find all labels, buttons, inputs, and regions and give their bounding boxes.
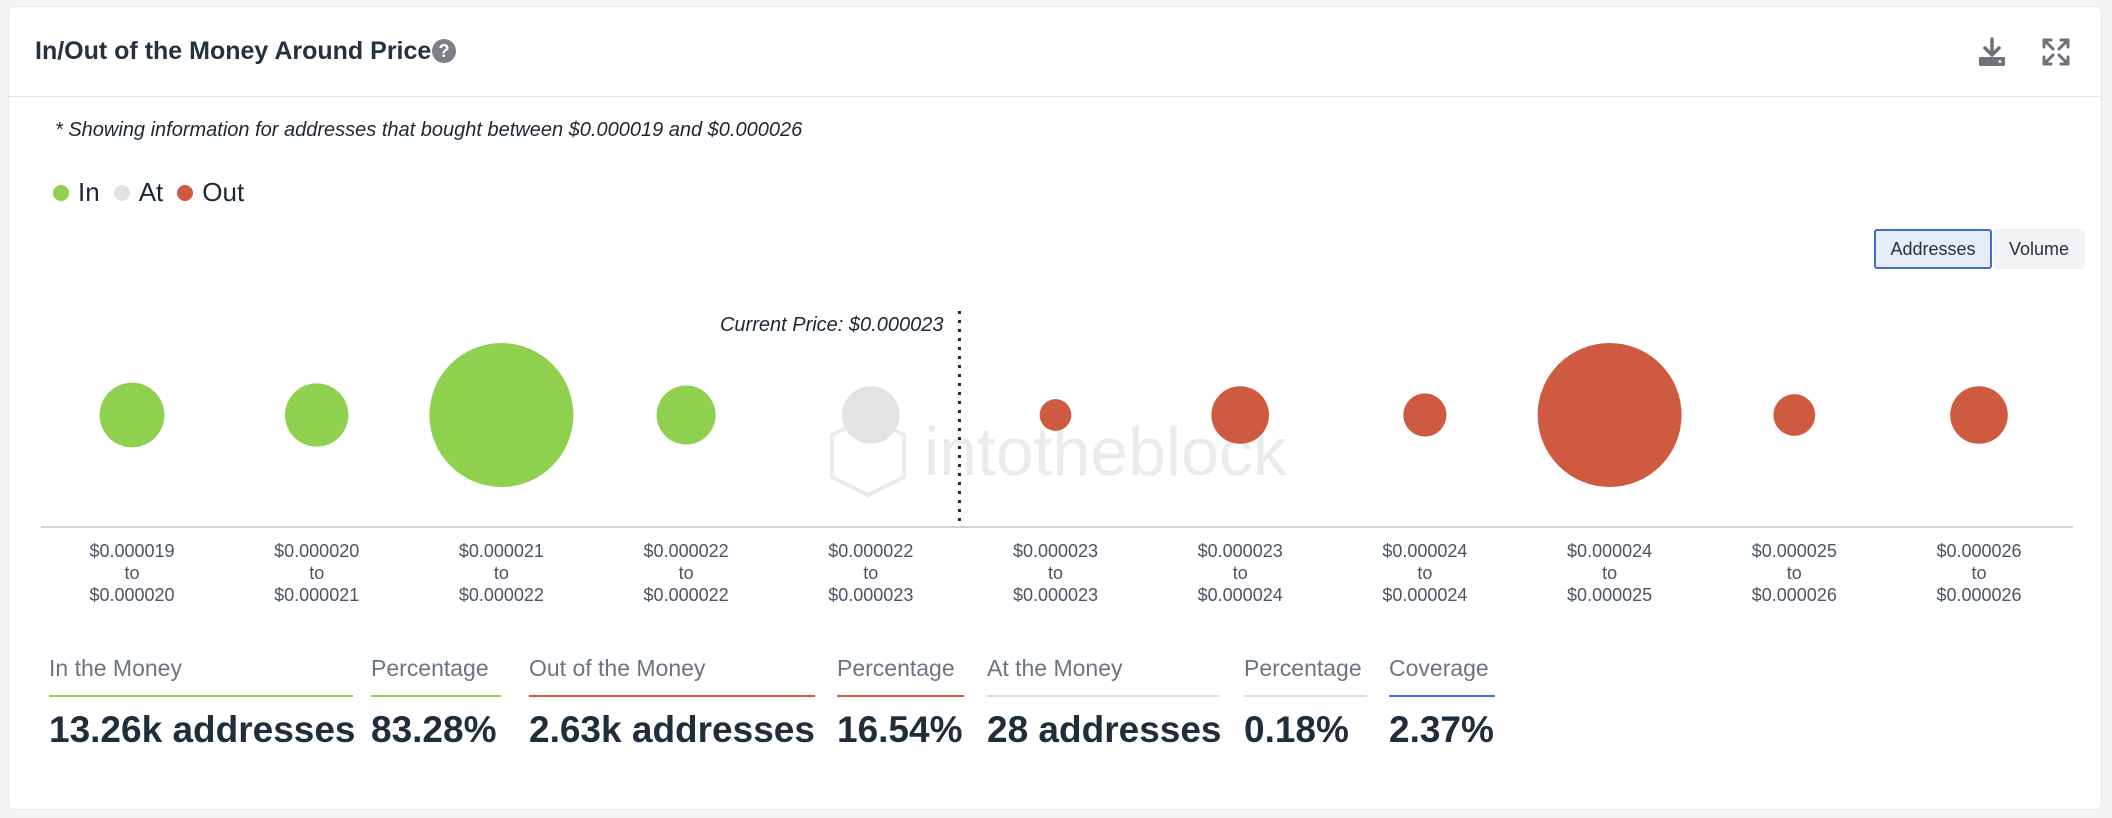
stat-value: 0.18% bbox=[1244, 709, 1349, 750]
legend-dot-out bbox=[177, 184, 194, 201]
bubble-out bbox=[1537, 343, 1682, 487]
stat-at-the-money: At the Money 28 addresses bbox=[987, 655, 1222, 751]
stat-underline bbox=[987, 695, 1219, 697]
stat-in-the-money: In the Money 13.26k addresses bbox=[49, 655, 356, 751]
stat-value: 13.26k addresses bbox=[49, 709, 356, 750]
bubble-out bbox=[1039, 399, 1072, 431]
stat-value: 28 addresses bbox=[987, 709, 1222, 750]
x-tick-label: $0.000024 bbox=[1382, 585, 1467, 605]
bubble-out bbox=[1950, 386, 2008, 444]
x-tick-label: $0.000025 bbox=[1752, 541, 1837, 561]
legend-dot-in bbox=[53, 184, 69, 201]
x-tick-label: to bbox=[1787, 563, 1802, 583]
legend-dot-at bbox=[113, 184, 130, 201]
bubble-in bbox=[285, 383, 349, 447]
x-tick-label: $0.000023 bbox=[828, 585, 913, 605]
legend-item-at[interactable]: At bbox=[113, 177, 164, 208]
x-tick-label: $0.000019 bbox=[89, 541, 174, 561]
download-icon[interactable] bbox=[1975, 35, 2009, 69]
bubble-at bbox=[842, 386, 900, 444]
x-tick-label: to bbox=[1971, 563, 1986, 583]
stat-at-percentage: Percentage 0.18% bbox=[1244, 655, 1367, 751]
x-tick-label: $0.000022 bbox=[459, 585, 544, 605]
x-tick-label: to bbox=[494, 563, 509, 583]
bubble-in bbox=[656, 385, 716, 445]
stat-underline bbox=[1389, 695, 1495, 697]
stat-label: Percentage bbox=[1244, 655, 1362, 681]
stat-label: At the Money bbox=[987, 655, 1123, 681]
chart-card: In/Out of the Money Around Price ? * Sho… bbox=[8, 6, 2102, 810]
stat-label: Percentage bbox=[837, 655, 955, 681]
stat-underline bbox=[49, 695, 353, 697]
bubble-out bbox=[1403, 393, 1447, 437]
legend-label-at: At bbox=[138, 177, 164, 207]
x-tick-label: $0.000023 bbox=[1013, 585, 1098, 605]
stat-underline bbox=[371, 695, 501, 697]
volume-toggle-button[interactable]: Volume bbox=[1994, 229, 2084, 269]
legend-item-out[interactable]: Out bbox=[177, 177, 244, 208]
stat-in-percentage: Percentage 83.28% bbox=[371, 655, 501, 751]
chart-legend: In At Out bbox=[53, 177, 258, 208]
x-tick-label: to bbox=[1048, 563, 1063, 583]
bubble-in bbox=[99, 382, 165, 448]
x-tick-label: $0.000021 bbox=[459, 541, 544, 561]
x-tick-label: to bbox=[863, 563, 878, 583]
current-price-label: Current Price: $0.000023 bbox=[720, 314, 943, 336]
x-tick-label: $0.000024 bbox=[1198, 585, 1283, 605]
x-tick-label: $0.000024 bbox=[1382, 541, 1467, 561]
addresses-toggle-button[interactable]: Addresses bbox=[1874, 229, 1992, 269]
x-tick-label: $0.000020 bbox=[89, 585, 174, 605]
stat-value: 2.37% bbox=[1389, 709, 1494, 750]
stat-label: Percentage bbox=[371, 655, 489, 681]
x-tick-label: $0.000023 bbox=[1198, 541, 1283, 561]
bubble-out bbox=[1773, 394, 1816, 436]
stat-out-of-the-money: Out of the Money 2.63k addresses bbox=[529, 655, 815, 751]
stat-underline bbox=[1244, 695, 1367, 697]
stat-value: 2.63k addresses bbox=[529, 709, 815, 750]
card-header: In/Out of the Money Around Price ? bbox=[9, 7, 2101, 97]
legend-item-in[interactable]: In bbox=[53, 177, 100, 208]
stat-out-percentage: Percentage 16.54% bbox=[837, 655, 964, 751]
bubble-chart: intotheblock$0.000019to$0.000020$0.00002… bbox=[41, 311, 2073, 605]
x-tick-label: $0.000022 bbox=[828, 541, 913, 561]
question-circle-icon[interactable]: ? bbox=[432, 39, 456, 63]
stat-label: In the Money bbox=[49, 655, 182, 681]
stat-value: 83.28% bbox=[371, 709, 497, 750]
x-tick-label: $0.000022 bbox=[644, 585, 729, 605]
price-range-note: * Showing information for addresses that… bbox=[55, 119, 803, 141]
x-tick-label: to bbox=[679, 563, 694, 583]
x-tick-label: $0.000026 bbox=[1936, 585, 2021, 605]
stat-coverage: Coverage 2.37% bbox=[1389, 655, 1495, 751]
x-tick-label: to bbox=[1233, 563, 1248, 583]
x-tick-label: $0.000021 bbox=[274, 585, 359, 605]
stat-underline bbox=[837, 695, 964, 697]
legend-label-out: Out bbox=[202, 177, 245, 207]
bubble-out bbox=[1211, 386, 1269, 444]
stat-value: 16.54% bbox=[837, 709, 963, 750]
stat-label: Coverage bbox=[1389, 655, 1489, 681]
legend-label-in: In bbox=[78, 177, 100, 207]
stat-underline bbox=[529, 695, 815, 697]
x-tick-label: $0.000020 bbox=[274, 541, 359, 561]
x-tick-label: $0.000026 bbox=[1752, 585, 1837, 605]
x-tick-label: $0.000023 bbox=[1013, 541, 1098, 561]
stat-label: Out of the Money bbox=[529, 655, 706, 681]
x-tick-label: $0.000026 bbox=[1936, 541, 2021, 561]
card-title: In/Out of the Money Around Price bbox=[35, 37, 432, 65]
x-tick-label: $0.000025 bbox=[1567, 585, 1652, 605]
x-tick-label: $0.000022 bbox=[644, 541, 729, 561]
x-tick-label: to bbox=[1417, 563, 1432, 583]
bubble-in bbox=[429, 343, 574, 487]
x-tick-label: to bbox=[1602, 563, 1617, 583]
x-tick-label: $0.000024 bbox=[1567, 541, 1652, 561]
x-tick-label: to bbox=[124, 563, 139, 583]
x-tick-label: to bbox=[309, 563, 324, 583]
expand-icon[interactable] bbox=[2039, 35, 2073, 69]
